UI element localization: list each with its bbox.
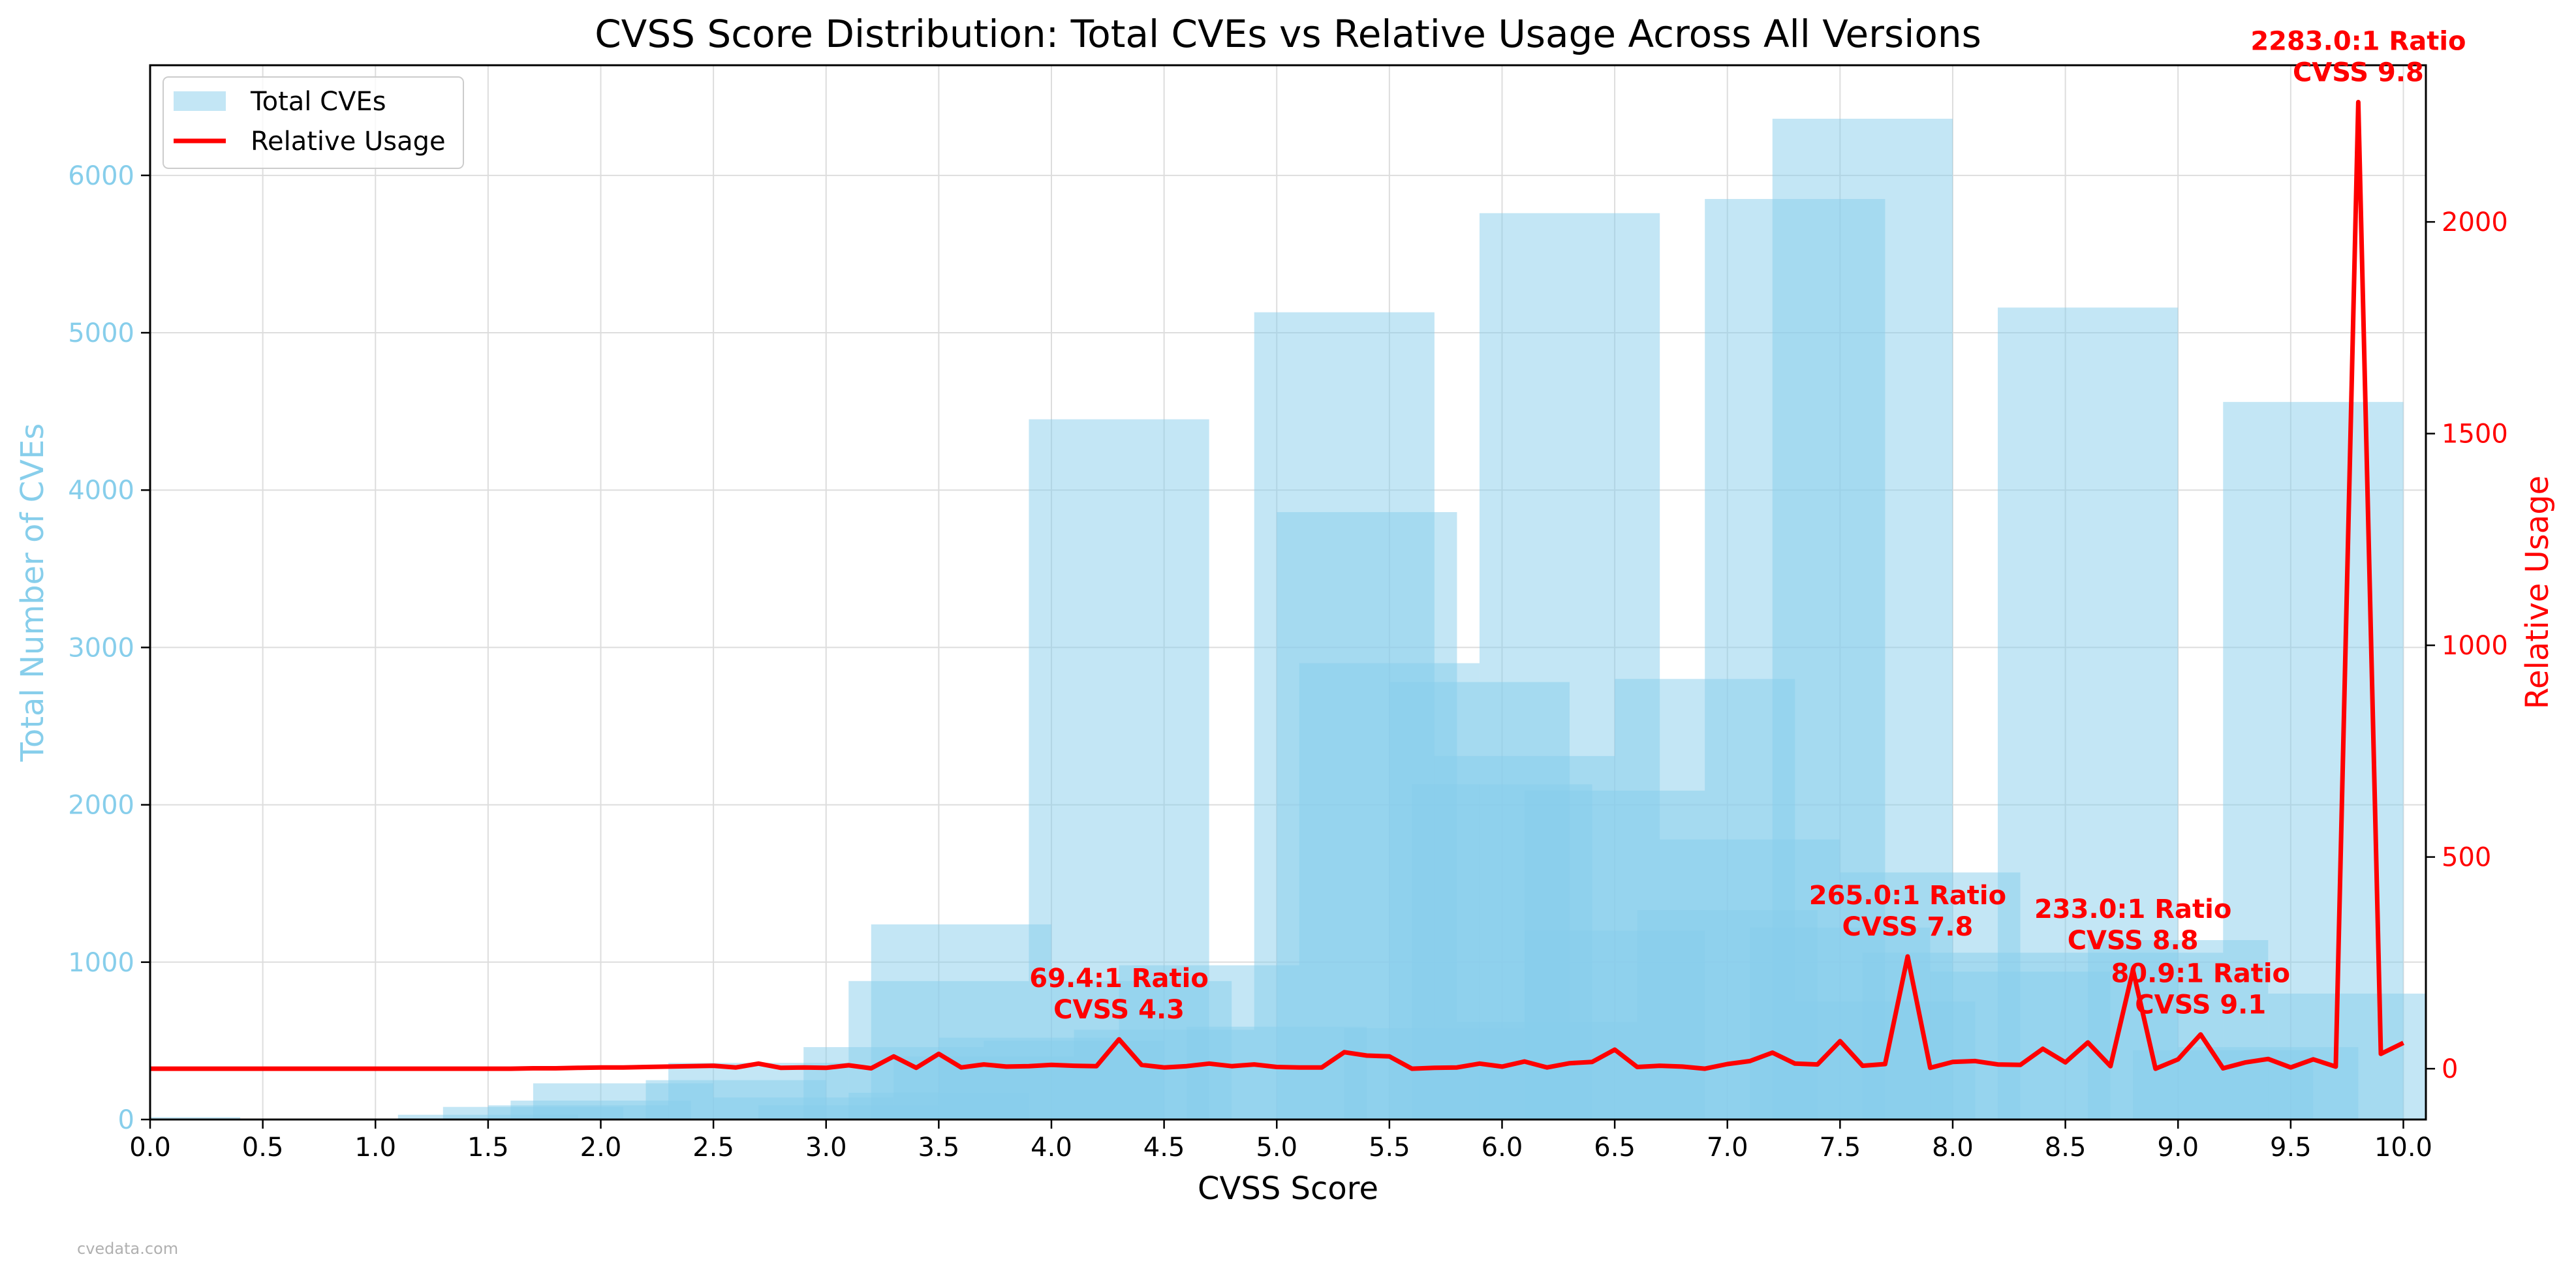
- right-y-axis-ticks: 0 500 1000 1500 2000: [2426, 207, 2508, 1084]
- right-y-tick-label: 2000: [2442, 207, 2508, 237]
- x-tick-label: 3.5: [918, 1133, 960, 1163]
- x-tick-label: 0.5: [242, 1133, 284, 1163]
- legend: Total CVEs Relative Usage: [163, 76, 464, 169]
- x-tick-label: 8.5: [2045, 1133, 2087, 1163]
- left-y-tick-label: 6000: [68, 161, 134, 191]
- left-y-tick-label: 0: [118, 1105, 134, 1135]
- annotation-ratio: 80.9:1 Ratio: [2111, 959, 2290, 989]
- right-y-tick-label: 0: [2442, 1054, 2458, 1084]
- line-relative-usage: [150, 100, 2405, 1071]
- x-tick-label: 0.0: [129, 1133, 171, 1163]
- x-tick-label: 2.5: [692, 1133, 734, 1163]
- annotation-ratio: 233.0:1 Ratio: [2034, 894, 2231, 924]
- legend-swatch-total-cves: [174, 91, 226, 111]
- bars-total-cves: [150, 119, 2426, 1120]
- x-tick-label: 6.5: [1594, 1133, 1636, 1163]
- left-y-tick-label: 1000: [68, 948, 134, 978]
- x-tick-label: 7.0: [1707, 1133, 1748, 1163]
- left-y-tick-label: 4000: [68, 476, 134, 506]
- series-line-relative-usage: [150, 100, 2405, 1071]
- x-tick-label: 9.5: [2270, 1133, 2312, 1163]
- x-tick-label: 7.5: [1820, 1133, 1861, 1163]
- annotation-ratio: 69.4:1 Ratio: [1029, 964, 1209, 994]
- annotation-ratio: 2283.0:1 Ratio: [2250, 26, 2466, 56]
- legend-label-total-cves: Total CVEs: [250, 87, 386, 117]
- x-axis-ticks: 0.0 0.5 1.0 1.5 2.0 2.5 3.0 3.5 4.0 4.5 5.0 5.5 6.0 6…: [129, 1120, 2432, 1163]
- left-y-tick-label: 5000: [68, 318, 134, 348]
- x-tick-label: 1.5: [467, 1133, 509, 1163]
- right-y-axis-label: Relative Usage: [2519, 476, 2556, 709]
- x-tick-label: 8.0: [1932, 1133, 1974, 1163]
- x-tick-label: 10.0: [2374, 1133, 2432, 1163]
- annotation-cvss: CVSS 9.8: [2293, 57, 2424, 87]
- watermark: cvedata.com: [77, 1240, 179, 1258]
- left-y-axis-ticks: 0 1000 2000 3000 4000 5000 6000: [68, 161, 150, 1135]
- plot-area-frame: [149, 64, 2427, 1121]
- x-tick-label: 3.0: [805, 1133, 847, 1163]
- right-y-tick-label: 500: [2442, 843, 2491, 873]
- annotation-ratio: 265.0:1 Ratio: [1809, 881, 2006, 911]
- chart-title: CVSS Score Distribution: Total CVEs vs R…: [595, 12, 1981, 56]
- left-y-tick-label: 3000: [68, 633, 134, 663]
- x-tick-label: 1.0: [354, 1133, 396, 1163]
- right-y-tick-label: 1000: [2442, 631, 2508, 661]
- legend-box: [163, 76, 464, 169]
- left-y-axis-label: Total Number of CVEs: [14, 423, 51, 763]
- annotation-cvss: CVSS 9.1: [2135, 990, 2266, 1020]
- legend-label-relative-usage: Relative Usage: [251, 127, 446, 157]
- annotation-cvss: CVSS 8.8: [2068, 926, 2199, 956]
- right-y-tick-label: 1500: [2442, 419, 2508, 450]
- x-axis-label: CVSS Score: [1198, 1170, 1378, 1207]
- x-tick-label: 4.5: [1143, 1133, 1185, 1163]
- x-tick-label: 4.0: [1031, 1133, 1072, 1163]
- x-tick-label: 5.5: [1369, 1133, 1410, 1163]
- bar: [2268, 994, 2426, 1120]
- annotation-cvss: CVSS 7.8: [1842, 912, 1973, 942]
- x-tick-label: 9.0: [2157, 1133, 2199, 1163]
- x-tick-label: 5.0: [1256, 1133, 1297, 1163]
- annotation-cvss: CVSS 4.3: [1053, 995, 1185, 1025]
- bar: [150, 1117, 241, 1120]
- left-y-tick-label: 2000: [68, 791, 134, 821]
- x-tick-label: 2.0: [580, 1133, 622, 1163]
- x-tick-label: 6.0: [1482, 1133, 1523, 1163]
